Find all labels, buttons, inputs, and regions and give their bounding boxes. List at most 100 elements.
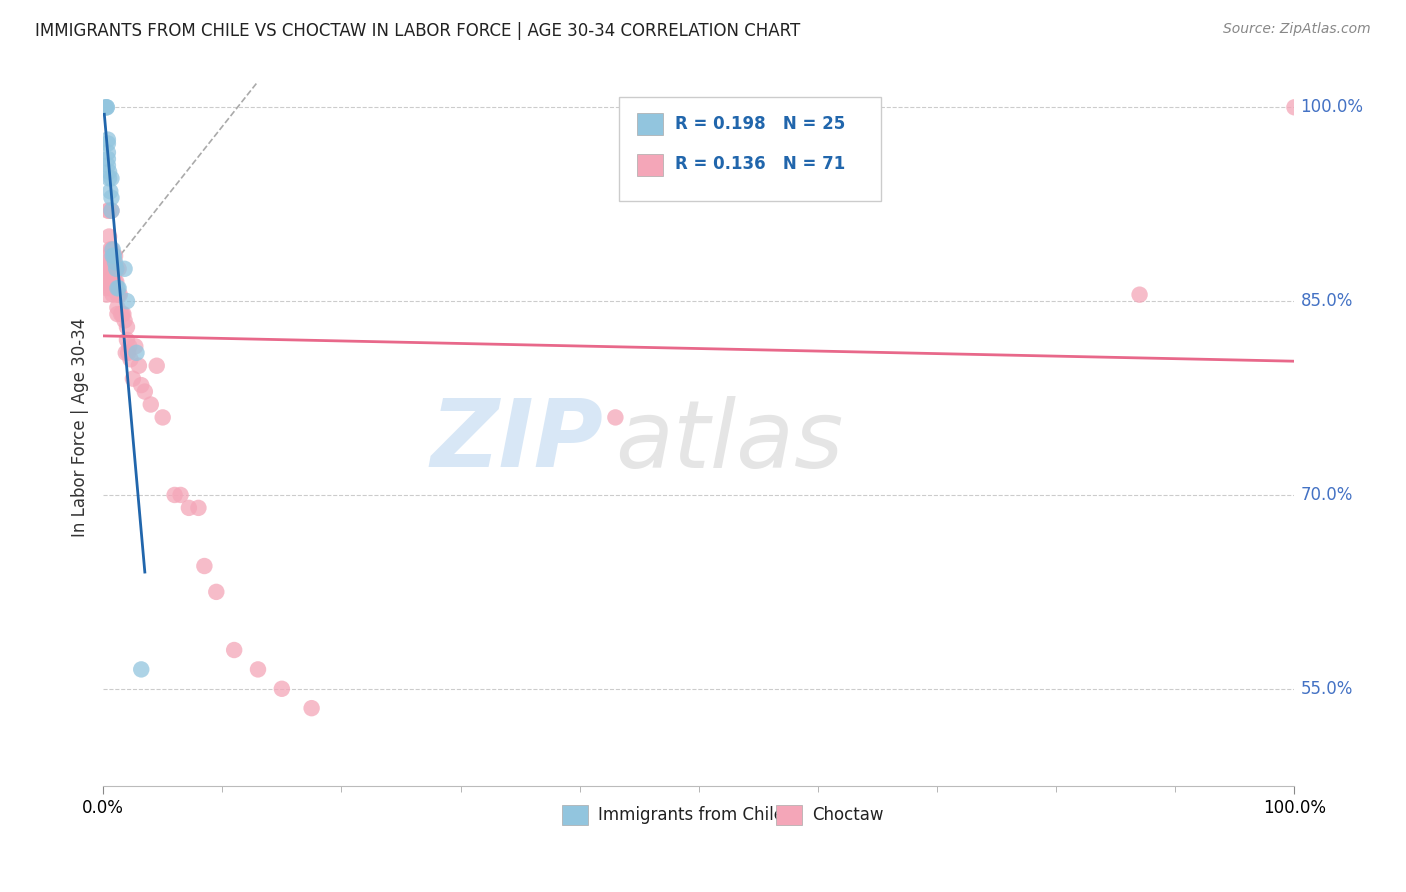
Point — [96, 275, 118, 289]
Point — [100, 243, 122, 257]
Point — [101, 261, 124, 276]
Point — [98, 229, 121, 244]
Point — [145, 359, 167, 373]
Point — [96, 281, 118, 295]
Point — [105, 261, 128, 276]
Point — [114, 313, 136, 327]
Point — [104, 275, 127, 289]
Point — [100, 191, 122, 205]
Point — [124, 339, 146, 353]
Point — [98, 171, 121, 186]
Point — [101, 281, 124, 295]
Point — [93, 261, 115, 276]
Point — [98, 243, 121, 257]
Point — [108, 287, 131, 301]
Point — [104, 281, 127, 295]
Point — [101, 275, 124, 289]
Point — [103, 249, 125, 263]
Point — [115, 333, 138, 347]
Point — [97, 158, 120, 172]
Text: Source: ZipAtlas.com: Source: ZipAtlas.com — [1223, 22, 1371, 37]
Point — [105, 261, 128, 276]
Point — [187, 500, 209, 515]
Point — [96, 287, 118, 301]
Point — [103, 255, 125, 269]
Point — [1284, 100, 1306, 114]
Point — [107, 307, 129, 321]
Bar — [776, 805, 803, 825]
Point — [107, 287, 129, 301]
Point — [104, 249, 127, 263]
Text: 55.0%: 55.0% — [1301, 680, 1353, 698]
Point — [129, 378, 152, 392]
Point — [103, 268, 125, 283]
Point — [224, 643, 246, 657]
Point — [114, 261, 136, 276]
Point — [169, 488, 191, 502]
Text: R = 0.198   N = 25: R = 0.198 N = 25 — [675, 115, 845, 133]
Point — [246, 662, 269, 676]
Point — [97, 152, 120, 166]
Point — [98, 275, 121, 289]
Point — [97, 268, 120, 283]
Point — [115, 320, 138, 334]
Point — [94, 100, 117, 114]
Point — [94, 255, 117, 269]
Point — [103, 281, 125, 295]
Point — [97, 132, 120, 146]
Point — [96, 100, 118, 114]
Point — [193, 559, 215, 574]
Point — [107, 301, 129, 315]
Point — [101, 287, 124, 301]
Point — [100, 171, 122, 186]
Point — [139, 397, 162, 411]
Point — [96, 100, 118, 114]
Point — [98, 165, 121, 179]
Point — [101, 249, 124, 263]
Point — [101, 243, 124, 257]
Point — [107, 287, 129, 301]
Point — [97, 136, 120, 151]
Point — [105, 275, 128, 289]
Point — [104, 261, 127, 276]
Text: 85.0%: 85.0% — [1301, 292, 1353, 310]
Text: Choctaw: Choctaw — [811, 806, 883, 824]
Point — [117, 346, 139, 360]
Point — [152, 410, 174, 425]
Point — [98, 203, 121, 218]
Point — [100, 255, 122, 269]
Point — [100, 203, 122, 218]
Text: R = 0.136   N = 71: R = 0.136 N = 71 — [675, 155, 845, 173]
Point — [98, 281, 121, 295]
Point — [118, 339, 141, 353]
Bar — [562, 805, 588, 825]
Point — [100, 203, 122, 218]
Point — [114, 346, 136, 360]
Point — [97, 203, 120, 218]
Point — [125, 346, 148, 360]
Text: 70.0%: 70.0% — [1301, 486, 1353, 504]
Text: IMMIGRANTS FROM CHILE VS CHOCTAW IN LABOR FORCE | AGE 30-34 CORRELATION CHART: IMMIGRANTS FROM CHILE VS CHOCTAW IN LABO… — [35, 22, 800, 40]
Point — [98, 184, 121, 198]
Point — [107, 281, 129, 295]
Point — [98, 249, 121, 263]
Point — [100, 268, 122, 283]
Point — [177, 500, 200, 515]
Y-axis label: In Labor Force | Age 30-34: In Labor Force | Age 30-34 — [72, 318, 89, 537]
Point — [129, 662, 152, 676]
Point — [112, 307, 135, 321]
Point — [107, 281, 129, 295]
Point — [605, 410, 627, 425]
Point — [115, 294, 138, 309]
Point — [270, 681, 292, 696]
Point — [97, 145, 120, 160]
Point — [1128, 287, 1150, 301]
Point — [104, 255, 127, 269]
Point — [122, 371, 145, 385]
Bar — [637, 113, 664, 136]
Point — [205, 585, 228, 599]
Text: atlas: atlas — [616, 396, 844, 487]
Point — [110, 307, 132, 321]
Point — [163, 488, 186, 502]
Point — [98, 261, 121, 276]
